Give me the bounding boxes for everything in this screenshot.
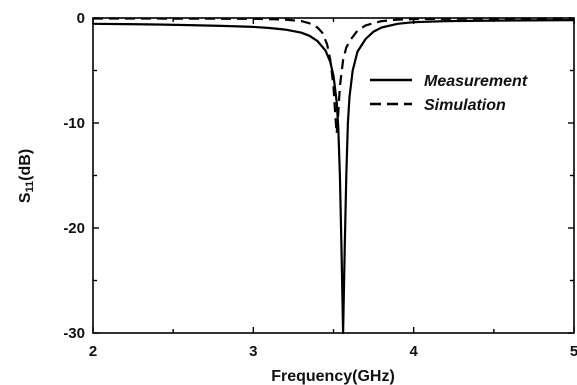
legend-label-measurement: Measurement	[424, 73, 528, 90]
y-axis-title-main: S	[17, 192, 34, 203]
x-tick-label: 4	[409, 343, 418, 360]
y-axis-title-subscript: 11	[24, 181, 36, 193]
legend-label-simulation: Simulation	[424, 97, 506, 114]
x-axis-title: Frequency(GHz)	[271, 368, 395, 385]
series-measurement-line	[92, 19, 575, 335]
tick-layer	[92, 17, 575, 334]
series-simulation-line	[92, 17, 574, 135]
y-tick-label: -10	[63, 115, 85, 132]
tick-label-layer: 2 3 4 5 0 -10 -20 -30	[63, 10, 577, 360]
x-tick-label: 5	[570, 343, 577, 360]
legend: Measurement Simulation	[370, 73, 528, 114]
y-axis-title: S11(dB)	[17, 149, 36, 203]
x-tick-label: 3	[249, 343, 257, 360]
y-axis-title-unit: (dB)	[17, 149, 34, 181]
series-layer	[92, 17, 575, 335]
y-tick-label: -20	[63, 220, 85, 237]
x-tick-label: 2	[89, 343, 97, 360]
y-tick-label: 0	[77, 10, 85, 27]
y-tick-label: -30	[63, 325, 85, 342]
plot-frame	[92, 17, 575, 334]
